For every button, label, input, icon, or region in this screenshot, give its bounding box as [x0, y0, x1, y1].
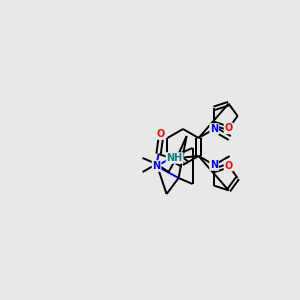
Text: N: N — [210, 160, 218, 170]
Text: O: O — [224, 160, 233, 171]
Text: N: N — [152, 161, 161, 171]
Text: N: N — [210, 124, 218, 134]
Text: O: O — [157, 129, 165, 139]
Text: NH: NH — [167, 153, 183, 163]
Text: O: O — [224, 123, 233, 134]
